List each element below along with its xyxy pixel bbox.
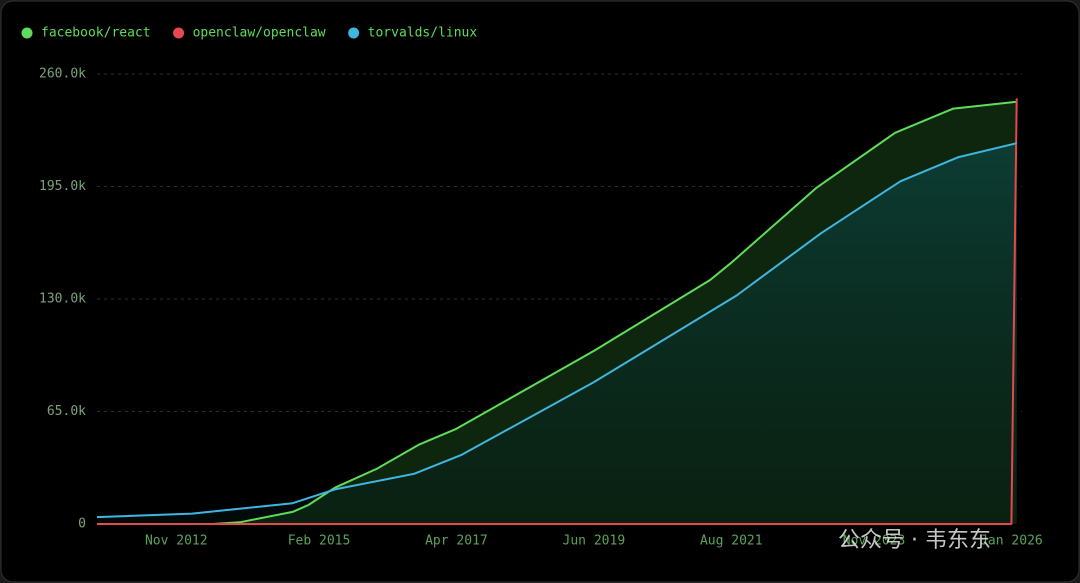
y-tick-label: 130.0k	[39, 292, 86, 307]
line	[213, 100, 1017, 525]
legend-marker	[348, 27, 360, 39]
x-tick-label: Nov 2012	[145, 534, 208, 549]
y-tick-label: 65.0k	[47, 404, 86, 419]
legend-marker	[21, 27, 33, 39]
legend-marker	[173, 27, 185, 39]
legend-label: facebook/react	[41, 26, 151, 41]
x-tick-label: Jun 2019	[563, 534, 626, 549]
x-tick-label: Nov 2023	[843, 534, 906, 549]
x-tick-label: Apr 2017	[425, 534, 488, 549]
line	[97, 98, 1018, 525]
x-tick-label: Jan 2026	[980, 534, 1043, 549]
y-tick-label: 260.0k	[39, 67, 86, 82]
legend-label: openclaw/openclaw	[193, 26, 326, 41]
y-tick-label: 195.0k	[39, 179, 86, 194]
y-tick-label: 0	[78, 517, 86, 532]
watermark: 公众号 · 韦东东	[838, 528, 991, 553]
legend-label: torvalds/linux	[368, 26, 478, 41]
x-tick-label: Aug 2021	[700, 534, 763, 549]
area	[97, 143, 1017, 524]
x-tick-label: Feb 2015	[288, 534, 351, 549]
line	[96, 142, 1017, 519]
